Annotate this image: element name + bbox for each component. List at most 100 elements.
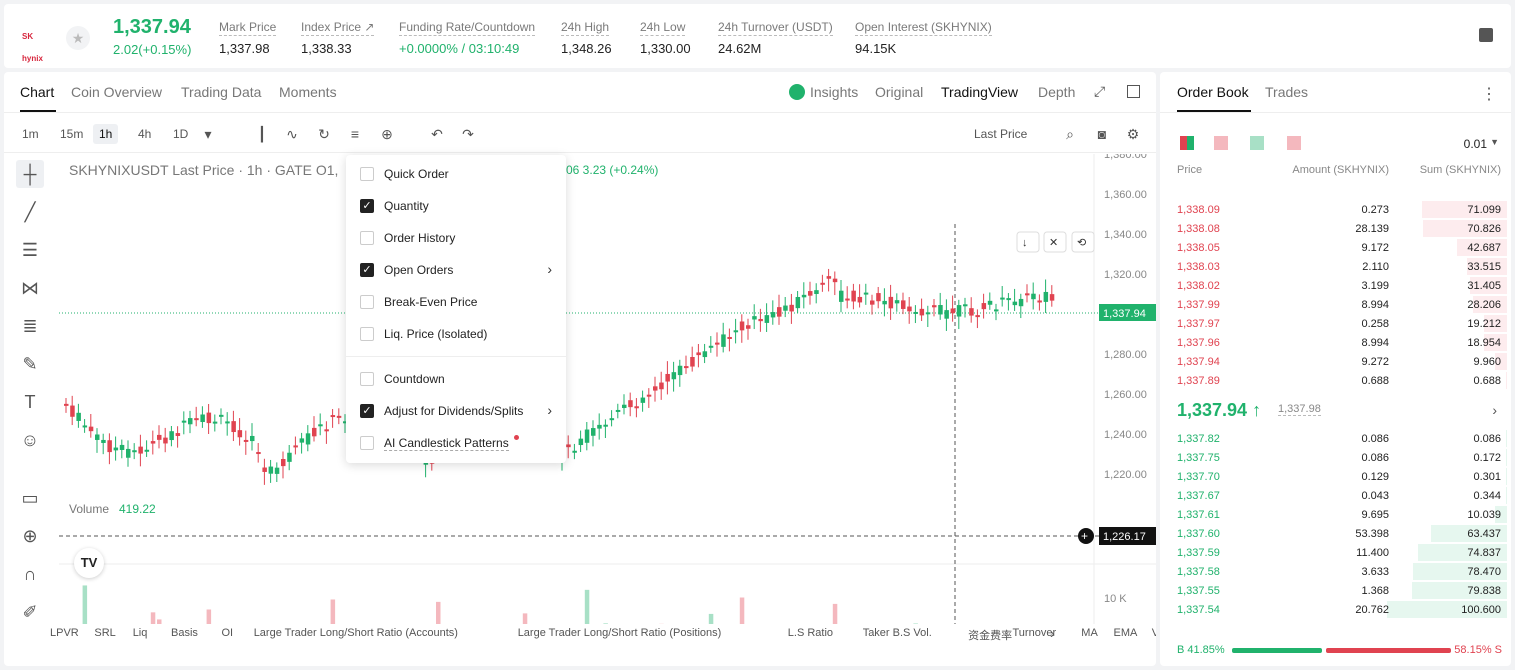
orderbook-row[interactable]: 1,338.05 9.172 42.687 <box>1160 238 1511 257</box>
menu-item-break-even-price[interactable]: Break-Even Price <box>346 289 566 315</box>
fib-icon[interactable]: ≣ <box>22 316 38 336</box>
orderbook-row[interactable]: 1,337.55 1.368 79.838 <box>1160 581 1511 600</box>
tab-coin-overview[interactable]: Coin Overview <box>71 84 163 100</box>
view-both-icon[interactable] <box>1180 136 1194 150</box>
timeframe-4h[interactable]: 4h <box>138 127 152 141</box>
pencil-lock-icon[interactable]: ✐ <box>22 602 38 622</box>
timeframe-15m[interactable]: 15m <box>60 127 84 141</box>
orderbook-row[interactable]: 1,338.03 2.110 33.515 <box>1160 257 1511 276</box>
gear-icon[interactable]: ⚙ <box>1126 126 1140 142</box>
book-icon[interactable] <box>1479 28 1493 42</box>
menu-item-order-history[interactable]: Order History <box>346 225 566 251</box>
indicator-tab[interactable]: LPVR <box>50 627 79 639</box>
favorite-star-icon[interactable]: ★ <box>66 26 90 50</box>
indicator-tab[interactable]: Liq <box>132 627 148 639</box>
indicators-icon[interactable]: ∿ <box>286 126 298 142</box>
trendline-icon[interactable]: ╱ <box>24 202 36 222</box>
price-type-select[interactable]: Last Price <box>974 127 1028 141</box>
pattern-icon[interactable]: ⋈ <box>21 278 39 298</box>
indicator-tab[interactable]: EMA <box>1113 627 1138 639</box>
indicator-tab[interactable]: Large Trader Long/Short Ratio (Positions… <box>517 627 722 639</box>
candle-type-icon[interactable]: ┃ <box>257 126 267 142</box>
orderbook-row[interactable]: 1,337.96 8.994 18.954 <box>1160 333 1511 352</box>
add-icon[interactable]: ⊕ <box>381 126 393 142</box>
menu-item-countdown[interactable]: Countdown <box>346 366 566 392</box>
orderbook-row[interactable]: 1,338.08 28.139 70.826 <box>1160 219 1511 238</box>
checkbox[interactable] <box>360 372 374 386</box>
orderbook-row[interactable]: 1,337.54 20.762 100.600 <box>1160 600 1511 619</box>
orderbook-row[interactable]: 1,337.99 8.994 28.206 <box>1160 295 1511 314</box>
precision-select[interactable]: 0.01 <box>1463 137 1487 151</box>
orderbook-row[interactable]: 1,337.58 3.633 78.470 <box>1160 562 1511 581</box>
ruler-icon[interactable]: ▭ <box>21 488 39 508</box>
orderbook-row[interactable]: 1,337.82 0.086 0.086 <box>1160 429 1511 448</box>
checkbox[interactable] <box>360 231 374 245</box>
redo-icon[interactable]: ↷ <box>462 126 474 142</box>
tab-trades[interactable]: Trades <box>1265 84 1309 100</box>
brush-icon[interactable]: ✎ <box>22 354 38 374</box>
indicator-tab[interactable]: Basis <box>171 627 198 639</box>
timeframe-1m[interactable]: 1m <box>22 127 39 141</box>
chevron-down-icon[interactable]: ▾ <box>204 126 212 142</box>
orderbook-row[interactable]: 1,337.75 0.086 0.172 <box>1160 448 1511 467</box>
tab-trading-data[interactable]: Trading Data <box>181 84 262 100</box>
orderbook-row[interactable]: 1,337.70 0.129 0.301 <box>1160 467 1511 486</box>
indicator-tab[interactable]: Volu <box>1151 627 1156 639</box>
orderbook-row[interactable]: 1,337.59 11.400 74.837 <box>1160 543 1511 562</box>
view-alt-icon[interactable] <box>1287 136 1301 150</box>
search-icon[interactable]: ⌕ <box>1066 126 1074 142</box>
checkbox[interactable]: ✓ <box>360 263 374 277</box>
checkbox[interactable]: ✓ <box>360 199 374 213</box>
checkbox[interactable] <box>360 295 374 309</box>
view-tab-depth[interactable]: Depth <box>1038 84 1076 100</box>
expand-icon[interactable]: ⤢ <box>1094 83 1106 99</box>
chevron-right-icon[interactable]: › <box>1050 625 1055 641</box>
tab-moments[interactable]: Moments <box>279 84 337 100</box>
tradingview-logo[interactable]: TV <box>74 548 104 578</box>
orderbook-row[interactable]: 1,337.97 0.258 19.212 <box>1160 314 1511 333</box>
checkbox[interactable]: ✓ <box>360 404 374 418</box>
magnet-icon[interactable]: ∩ <box>23 564 37 584</box>
view-tab-tradingview[interactable]: TradingView <box>941 84 1019 100</box>
menu-item-open-orders[interactable]: ✓ Open Orders › <box>346 257 566 283</box>
indicator-tab[interactable]: Taker B.S Vol. <box>862 627 932 639</box>
menu-item-quantity[interactable]: ✓ Quantity <box>346 193 566 219</box>
undo-icon[interactable]: ↶ <box>431 126 443 142</box>
menu-item-adjust-for-dividends-splits[interactable]: ✓ Adjust for Dividends/Splits › <box>346 398 566 424</box>
candlestick-chart[interactable]: 1,380.001,360.001,340.001,320.001,300.00… <box>59 154 1156 624</box>
indicator-tab[interactable]: Large Trader Long/Short Ratio (Accounts) <box>253 627 458 639</box>
timeframe-1D[interactable]: 1D <box>173 127 189 141</box>
orderbook-row[interactable]: 1,337.89 0.688 0.688 <box>1160 371 1511 390</box>
timeframe-1h[interactable]: 1h <box>93 124 119 144</box>
horizontal-lines-icon[interactable]: ☰ <box>21 240 39 260</box>
chevron-right-icon[interactable]: › <box>1492 402 1497 418</box>
view-tab-original[interactable]: Original <box>875 84 924 100</box>
emoji-icon[interactable]: ☺ <box>20 430 40 450</box>
orderbook-row[interactable]: 1,338.02 3.199 31.405 <box>1160 276 1511 295</box>
orderbook-row[interactable]: 1,337.60 53.398 63.437 <box>1160 524 1511 543</box>
indicator-tab[interactable]: L.S Ratio <box>787 627 834 639</box>
view-tab-insights[interactable]: Insights <box>810 84 859 100</box>
menu-item-quick-order[interactable]: Quick Order <box>346 161 566 187</box>
view-bids-icon[interactable] <box>1250 136 1264 150</box>
replay-icon[interactable]: ↻ <box>318 126 330 142</box>
template-icon[interactable]: ≡ <box>350 126 360 142</box>
zoom-icon[interactable]: ⊕ <box>22 526 38 546</box>
menu-item-liq-price-isolated-[interactable]: Liq. Price (Isolated) <box>346 321 566 347</box>
checkbox[interactable] <box>360 167 374 181</box>
tab-chart[interactable]: Chart <box>20 84 55 100</box>
text-icon[interactable]: T <box>24 392 36 412</box>
indicator-tab[interactable]: SRL <box>94 627 116 639</box>
indicator-tab[interactable]: Turnover <box>1012 627 1057 639</box>
orderbook-row[interactable]: 1,337.94 9.272 9.960 <box>1160 352 1511 371</box>
crosshair-icon[interactable]: ┼ <box>16 160 44 188</box>
indicator-tab[interactable]: 资金费率 <box>968 630 1013 642</box>
orderbook-row[interactable]: 1,338.09 0.273 71.099 <box>1160 200 1511 219</box>
camera-icon[interactable]: ◙ <box>1097 126 1107 142</box>
window-icon[interactable] <box>1127 85 1140 98</box>
checkbox[interactable] <box>360 327 374 341</box>
orderbook-row[interactable]: 1,337.61 9.695 10.039 <box>1160 505 1511 524</box>
view-asks-icon[interactable] <box>1214 136 1228 150</box>
indicator-tab[interactable]: OI <box>221 627 234 639</box>
checkbox[interactable] <box>360 436 374 450</box>
